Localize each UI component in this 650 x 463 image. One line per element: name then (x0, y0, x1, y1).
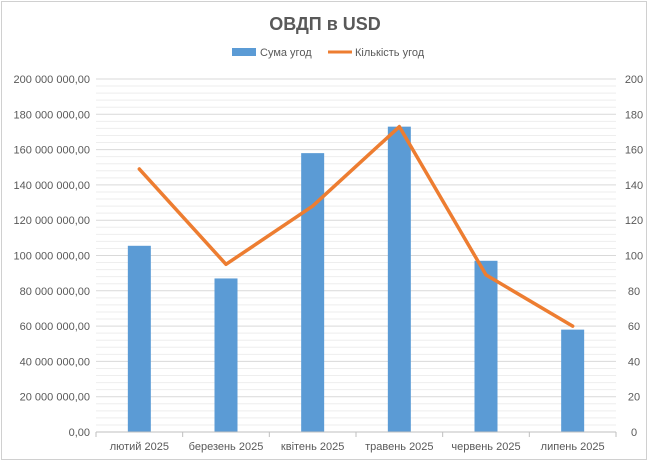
y-left-tick-label: 100 000 000,00 (14, 251, 90, 263)
y-left-tick-label: 180 000 000,00 (14, 109, 90, 121)
y-right-tick-label: 200 (625, 74, 643, 86)
line-point (571, 324, 575, 328)
x-tick-label: травень 2025 (365, 441, 433, 453)
y-right-tick-label: 180 (625, 109, 643, 121)
legend-swatch-bar (232, 48, 256, 56)
bar (214, 278, 238, 432)
bar-series (127, 126, 585, 432)
bar (127, 245, 151, 432)
y-right-tick-label: 140 (625, 180, 643, 192)
y-left-tick-label: 40 000 000,00 (20, 356, 90, 368)
chart-title: ОВДП в USD (269, 14, 381, 34)
x-tick-label: квітень 2025 (281, 441, 344, 453)
x-tick-label: липень 2025 (541, 441, 605, 453)
x-tick-label: лютий 2025 (110, 441, 169, 453)
line-point (311, 204, 315, 208)
bar (474, 260, 498, 432)
y-right-tick-label: 40 (628, 356, 640, 368)
y-right-tick-label: 20 (628, 392, 640, 404)
bar (301, 153, 325, 432)
series-line (137, 124, 575, 328)
y-right-tick-label: 160 (625, 145, 643, 157)
line-point (224, 262, 228, 266)
y-left-tick-label: 160 000 000,00 (14, 145, 90, 157)
y-left-tick-label: 60 000 000,00 (20, 321, 90, 333)
legend-label-bar: Сума угод (260, 47, 312, 59)
y-left-tick-label: 200 000 000,00 (14, 74, 90, 86)
y-axis-left: 0,00 20 000 000,00 40 000 000,00 60 000 000… (14, 74, 90, 439)
y-left-tick-label: 120 000 000,00 (14, 215, 90, 227)
line-series (137, 124, 575, 328)
x-axis: лютий 2025 березень 2025 квітень 2025 траве… (95, 431, 617, 453)
y-right-tick-label: 120 (625, 215, 643, 227)
grid (96, 78, 616, 433)
y-right-tick-label: 100 (625, 251, 643, 263)
line-point (137, 167, 141, 171)
bar (561, 329, 585, 432)
bar (387, 126, 411, 432)
y-left-tick-label: 20 000 000,00 (20, 392, 90, 404)
y-right-tick-label: 80 (628, 286, 640, 298)
y-left-tick-label: 140 000 000,00 (14, 180, 90, 192)
y-right-tick-label: 60 (628, 321, 640, 333)
legend-label-line: Кількість угод (355, 47, 425, 59)
x-tick-label: червень 2025 (451, 441, 520, 453)
y-axis-right: 0 20 40 60 80 100 120 140 160 180 200 (625, 74, 643, 439)
x-tick-label: березень 2025 (189, 441, 264, 453)
line-point (397, 125, 401, 129)
y-left-tick-label: 0,00 (69, 427, 90, 439)
line-point (484, 273, 488, 277)
y-left-tick-label: 80 000 000,00 (20, 286, 90, 298)
legend: Сума угод Кількість угод (232, 47, 425, 59)
y-right-tick-label: 0 (631, 427, 637, 439)
